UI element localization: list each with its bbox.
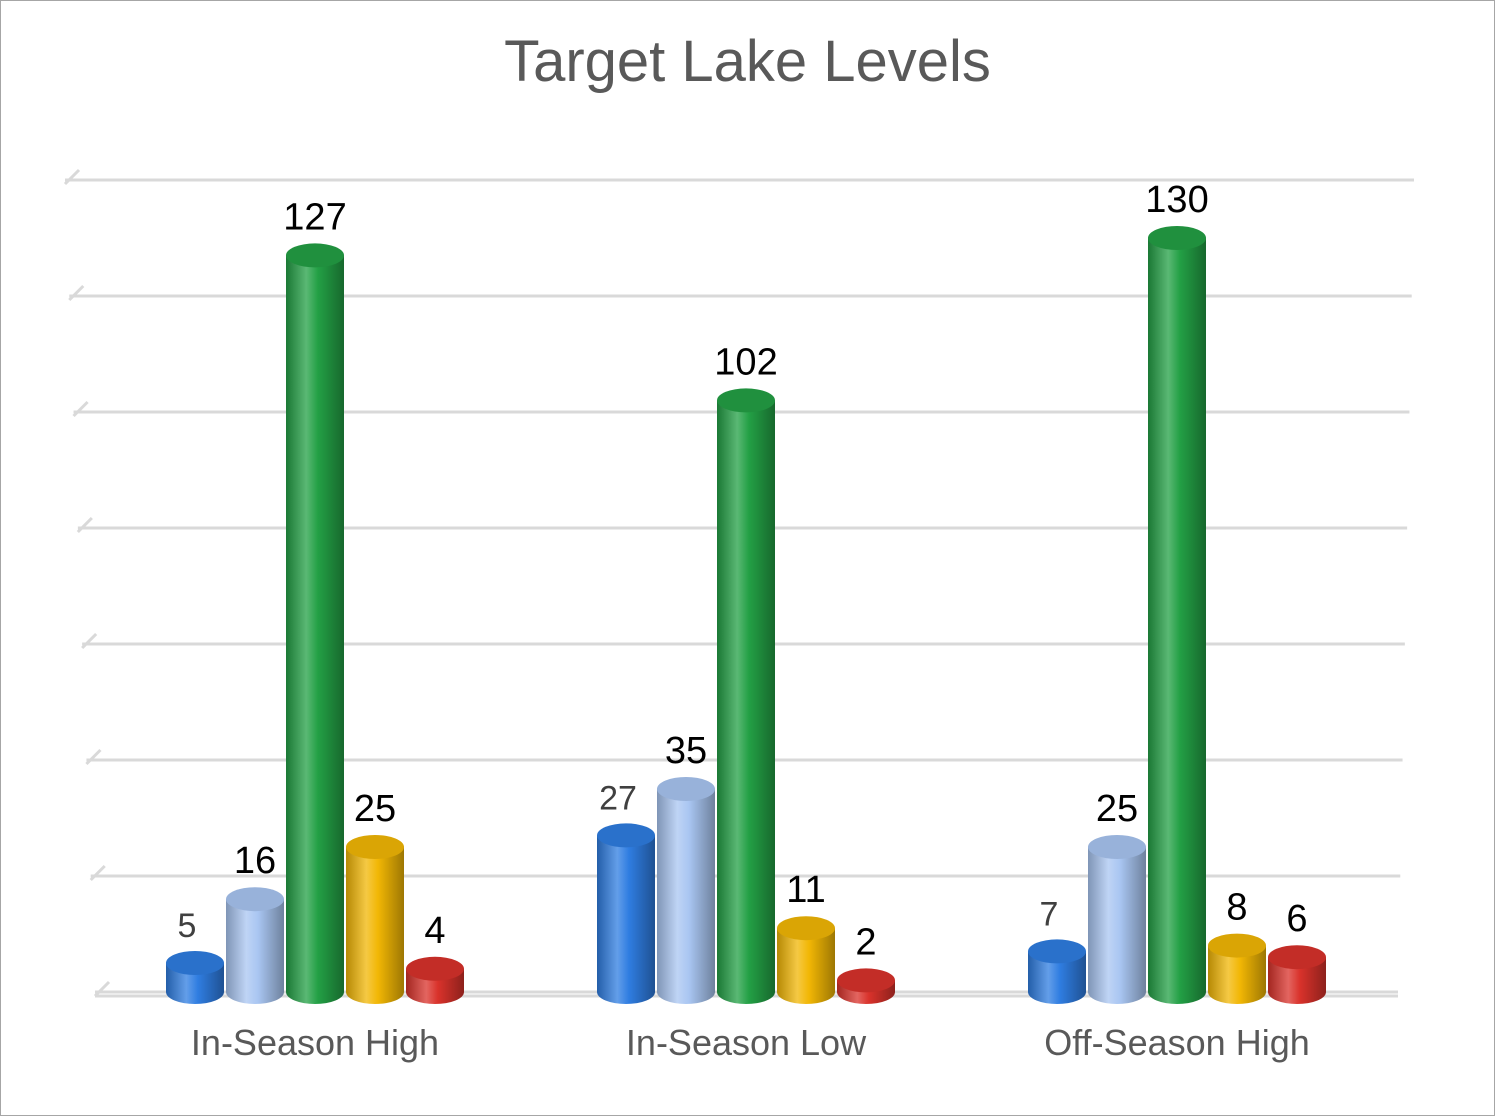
data-label: 11 [786,869,825,911]
bar-top [1208,933,1266,958]
data-label: 8 [1226,887,1247,929]
bar [717,388,775,1004]
gridline-tick [76,516,93,534]
bar-body [1148,238,1206,1004]
bar [346,835,404,1004]
bar-top [166,951,224,975]
bar [226,887,284,1004]
bar-body [1208,945,1266,1004]
data-label: 2 [855,921,876,963]
bar-body [346,847,404,1004]
data-label: 130 [1145,179,1208,221]
data-label: 25 [354,788,396,830]
data-label: 127 [283,196,346,238]
gridline-tick [68,284,85,302]
bar [597,823,655,1004]
bars [166,226,1326,1004]
bar-body [1088,847,1146,1004]
bar-top [1088,835,1146,859]
bar [1148,226,1206,1004]
bar-body [1028,951,1086,1004]
data-label: 25 [1096,788,1138,830]
bar-body [226,899,284,1004]
bar-body [597,835,655,1004]
bar [406,956,464,1004]
category-label: In-Season High [191,1022,439,1063]
bar-top [406,956,464,981]
bar [1088,835,1146,1004]
bar [166,951,224,1004]
gridline-tick [63,168,81,186]
data-label: 35 [665,730,707,772]
bar [1028,939,1086,1004]
bar-body [777,928,835,1004]
bar [657,777,715,1004]
data-label: 27 [599,779,637,817]
gridline-tick [72,400,89,418]
gridline-tick [89,864,106,882]
category-label: Off-Season High [1044,1022,1309,1063]
bar [1268,945,1326,1004]
bar-body [286,255,344,1004]
bar [286,243,344,1004]
category-label: In-Season Low [626,1022,867,1063]
gridline-tick [85,748,102,766]
bar-top [1028,939,1086,964]
data-label: 102 [714,341,777,383]
bar-top [346,835,404,859]
bar-body [717,400,775,1004]
bar-top [1268,945,1326,970]
chart-title: Target Lake Levels [504,29,991,94]
gridline-tick [93,980,111,998]
bar-top [286,243,344,268]
data-label: 7 [1040,895,1059,933]
data-label: 5 [178,907,197,945]
bar-top [777,916,835,941]
bar-top [597,823,655,848]
data-label: 6 [1286,898,1307,940]
bar-body [657,789,715,1004]
data-label: 4 [424,910,445,952]
gridline-tick [81,632,98,650]
bar-top [657,777,715,801]
bar [1208,933,1266,1004]
bar-top [1148,226,1206,250]
data-label: 16 [234,840,276,882]
bar-top [226,887,284,912]
bar-top [837,968,895,993]
bar [777,916,835,1004]
bar-body [1268,957,1326,1004]
bar-top [717,388,775,413]
bar [837,968,895,1004]
